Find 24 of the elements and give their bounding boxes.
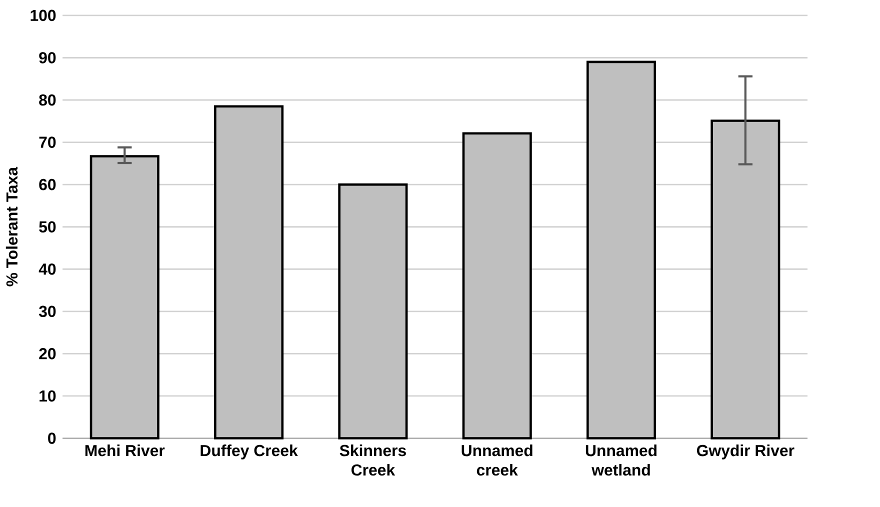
y-tick-label: 90 bbox=[39, 52, 56, 64]
y-tick-label: 20 bbox=[39, 348, 56, 360]
x-tick-label: Gwydir River bbox=[696, 444, 794, 460]
y-tick-label: 80 bbox=[39, 94, 56, 106]
x-tick-label: Unnamed wetland bbox=[586, 444, 656, 476]
x-tick-label: Skinners Creek bbox=[340, 444, 406, 476]
y-tick-label: 0 bbox=[48, 432, 56, 444]
y-tick-label: 60 bbox=[39, 179, 56, 190]
y-tick-label: 50 bbox=[39, 221, 56, 233]
y-tick-label: 10 bbox=[40, 390, 56, 402]
x-tick-label: Duffey Creek bbox=[200, 444, 298, 460]
bar bbox=[586, 61, 656, 440]
y-tick-label: 70 bbox=[39, 136, 56, 148]
y-axis-title: % Tolerant Taxa bbox=[6, 167, 18, 287]
x-tick-label: Mehi River bbox=[85, 444, 165, 456]
y-tick-label: 100 bbox=[30, 10, 56, 22]
bar bbox=[90, 155, 160, 440]
bar bbox=[338, 184, 408, 440]
y-tick-label: 40 bbox=[38, 264, 56, 275]
bar bbox=[462, 132, 532, 440]
bar bbox=[214, 105, 284, 440]
bar bbox=[710, 120, 780, 440]
x-tick-label: Unnamed creek bbox=[462, 444, 532, 476]
y-tick-label: 30 bbox=[38, 306, 56, 318]
